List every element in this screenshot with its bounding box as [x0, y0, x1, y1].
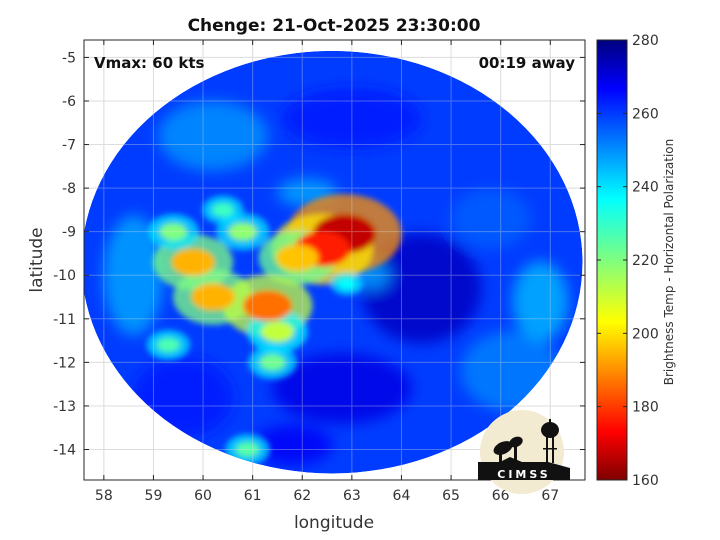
swath-structure-patch	[450, 188, 531, 249]
feature-core	[211, 202, 235, 217]
feature-core	[242, 290, 293, 322]
feature-core	[235, 441, 260, 458]
axes-box	[83, 39, 586, 481]
colorbar-tick-label: 240	[632, 180, 659, 196]
feature-core	[228, 222, 258, 241]
chart-title: Chenge: 21-Oct-2025 23:30:00	[188, 16, 481, 36]
x-tick-label: 61	[244, 488, 262, 504]
colorbar-tick-label: 180	[632, 400, 659, 416]
y-tick-label: -10	[53, 268, 76, 284]
x-axis-label: longitude	[294, 513, 374, 533]
y-axis-label: latitude	[27, 227, 47, 292]
feature-core	[171, 248, 216, 276]
colorbar-label: Brightness Temp - Horizontal Polarizatio…	[662, 139, 676, 386]
y-tick-label: -7	[62, 138, 76, 154]
swath-structure-patch	[157, 100, 268, 171]
colorbar-tick-label: 220	[632, 253, 659, 269]
grid-overlay	[84, 40, 585, 480]
y-axis-ticks: -5 -6 -7 -8 -9 -10 -11 -12 -13 -14	[53, 50, 585, 459]
water-tower-icon	[541, 419, 559, 463]
x-tick-label: 60	[194, 488, 212, 504]
x-tick-label: 63	[343, 488, 361, 504]
logo-text: CIMSS	[497, 468, 550, 481]
y-tick-label: -5	[62, 50, 76, 66]
colorbar-tick-label: 280	[632, 33, 659, 49]
swath-structure-patch	[281, 88, 422, 149]
colorbar-tick-label: 200	[632, 326, 659, 342]
y-tick-label: -11	[53, 312, 76, 328]
colorbar-tick-label: 260	[632, 106, 659, 122]
swath-structure-patch	[103, 215, 164, 336]
y-tick-label: -9	[62, 225, 76, 241]
feature-core	[260, 321, 295, 343]
feature-core	[338, 278, 356, 290]
x-tick-label: 58	[95, 488, 113, 504]
x-tick-label: 64	[393, 488, 411, 504]
feature-core	[156, 337, 181, 353]
feature-core	[190, 283, 235, 311]
colorbar	[596, 39, 628, 481]
x-tick-label: 67	[541, 488, 559, 504]
feature-core	[159, 222, 188, 241]
swath-structure-patch	[512, 261, 569, 342]
cimss-logo: CIMSS	[478, 410, 570, 494]
x-tick-label: 65	[442, 488, 460, 504]
satellite-dish-icon	[493, 436, 523, 464]
cold-feature-layer	[146, 194, 402, 466]
y-tick-label: -12	[53, 355, 76, 371]
feature-core	[259, 354, 286, 371]
x-tick-label: 59	[145, 488, 163, 504]
time-away-annotation: 00:19 away	[479, 54, 576, 72]
y-tick-label: -14	[53, 443, 76, 459]
swath-structure-patch	[271, 353, 412, 424]
y-tick-label: -6	[62, 94, 76, 110]
colorbar-tick-label: 160	[632, 473, 659, 489]
colorbar-ticks: 160 180 200 220 240 260 280	[597, 33, 659, 489]
swath-structure-patch	[252, 425, 333, 466]
feature-core	[275, 244, 319, 272]
swath-image	[84, 50, 583, 474]
y-tick-label: -13	[53, 399, 76, 415]
swath-structure-patch	[361, 233, 482, 344]
x-tick-label: 62	[293, 488, 311, 504]
vmax-annotation: Vmax: 60 kts	[94, 54, 204, 72]
y-tick-label: -8	[62, 181, 76, 197]
x-tick-label: 66	[492, 488, 510, 504]
logo-building	[478, 457, 570, 480]
x-axis-ticks: 58 59 60 61 62 63 64 65 66 67	[95, 40, 559, 504]
